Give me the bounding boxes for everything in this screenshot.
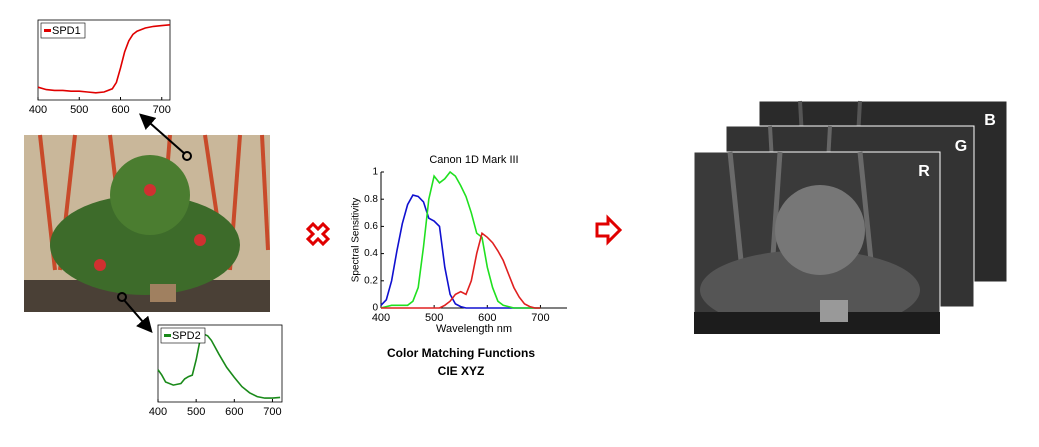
arrow: [123, 299, 153, 334]
series-line: [37, 24, 171, 94]
x-tick-label: 400: [372, 312, 390, 324]
y-tick-label: 0: [372, 303, 378, 314]
x-tick-label: 700: [153, 104, 171, 116]
scene-photo: [24, 134, 270, 312]
x-tick-label: 600: [478, 312, 496, 324]
x-tick-label: 600: [225, 406, 243, 418]
y-tick-label: 0.6: [364, 221, 378, 232]
series-line: [157, 333, 281, 399]
legend-box: [40, 22, 86, 39]
x-tick-label: 500: [70, 104, 88, 116]
x-tick-label: 400: [149, 406, 167, 418]
legend-label: SPD1: [52, 25, 81, 37]
y-axis-label: Spectral Sensitivity: [351, 198, 362, 282]
x-tick-label: 600: [111, 104, 129, 116]
legend-box: [160, 327, 206, 344]
y-tick-label: 1: [372, 167, 378, 178]
y-tick-label: 0.2: [364, 275, 378, 286]
x-tick-label: 700: [531, 312, 549, 324]
spot-1: [182, 151, 192, 161]
x-tick-label: 700: [263, 406, 281, 418]
result-arrow: [595, 214, 623, 246]
series-line: [380, 170, 541, 309]
arrow: [139, 113, 186, 155]
x-axis-label: Wavelength nm: [436, 323, 512, 335]
channel-image-r: [693, 151, 941, 335]
channel-label: G: [955, 138, 967, 155]
series-line: [381, 231, 541, 309]
chart-title: Canon 1D Mark III: [429, 154, 518, 166]
channel-label: B: [984, 112, 996, 129]
x-tick-label: 500: [187, 406, 205, 418]
y-tick-label: 0.8: [364, 194, 378, 205]
multiply-symbol: [305, 221, 331, 247]
y-tick-label: 0.4: [364, 248, 378, 259]
caption: Color Matching Functions: [387, 346, 535, 360]
x-tick-label: 400: [29, 104, 47, 116]
caption: CIE XYZ: [438, 364, 485, 378]
channel-label: R: [918, 163, 930, 180]
legend-label: SPD2: [172, 330, 201, 342]
spot-2: [117, 292, 127, 302]
x-tick-label: 500: [425, 312, 443, 324]
